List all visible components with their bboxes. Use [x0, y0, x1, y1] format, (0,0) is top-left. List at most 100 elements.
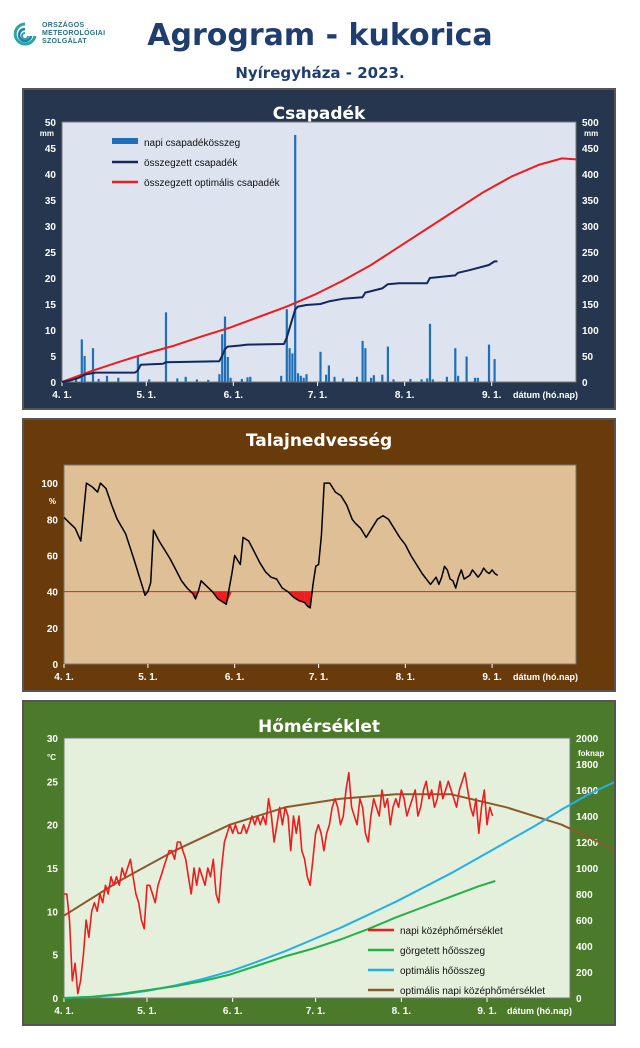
precip-bar — [325, 374, 328, 382]
y-left-unit: % — [49, 497, 56, 506]
y-left-tick-label: 40 — [45, 170, 57, 181]
y-left-tick-label: 45 — [45, 144, 57, 155]
x-tick-label: 4. 1. — [54, 672, 74, 683]
x-tick-label: 7. 1. — [309, 672, 329, 683]
precip-bar — [327, 365, 330, 382]
y-left-tick-label: 30 — [45, 222, 57, 233]
precip-bar — [285, 309, 288, 382]
y-right-tick-label: 350 — [582, 196, 599, 207]
precip-bar — [195, 379, 198, 382]
precip-bar — [386, 346, 389, 382]
precip-bar — [105, 375, 109, 382]
soil-moisture-panel: Talajnedvesség 4. 1. 5. 1. 6. 1. 7. 1. 8. 1. 9… — [22, 418, 616, 692]
omsz-logo: ORSZÁGOS METEOROLÓGIAI SZOLGÁLAT — [10, 18, 120, 54]
page-subtitle: Nyíregyháza - 2023. — [235, 64, 405, 82]
x-tick-label: 8. 1. — [392, 1006, 412, 1017]
precipitation-chart: Csapadék 4. 1. 5. 1. 6. 1. 7. 1. 8. 1. 9. 1. dá… — [40, 104, 599, 401]
y-right-tick-label: 200 — [576, 968, 593, 979]
plot-area — [61, 121, 577, 383]
precip-bar — [207, 379, 210, 382]
x-tick-label: 8. 1. — [396, 672, 416, 683]
cumulative-precip-line — [61, 260, 498, 383]
precipitation-panel: Csapadék 4. 1. 5. 1. 6. 1. 7. 1. 8. 1. 9. 1. dá… — [22, 88, 616, 410]
y-left-tick-label: 100 — [41, 479, 58, 490]
chart-title: Talajnedvesség — [246, 431, 392, 451]
cumulative-optimal-line — [61, 157, 577, 383]
precip-bar — [361, 340, 364, 382]
logo-line-1: ORSZÁGOS — [42, 22, 85, 29]
precip-bar — [299, 375, 302, 382]
y-right-unit: foknap — [578, 749, 604, 758]
deficit-area — [299, 591, 305, 603]
y-left-tick-label: 0 — [52, 994, 58, 1005]
y-left-unit: °C — [47, 753, 56, 762]
y-right-tick-label: 400 — [576, 942, 593, 953]
y-right-tick-label: 1000 — [576, 864, 599, 875]
gdd-cumulative-line — [63, 880, 496, 999]
y-right-tick-label: 150 — [582, 300, 599, 311]
y-right-tick-label: 300 — [582, 222, 599, 233]
logo-line-2: METEOROLÓGIAI — [42, 30, 106, 37]
soil-moisture-chart: Talajnedvesség 4. 1. 5. 1. 6. 1. 7. 1. 8. 1. 9… — [41, 431, 578, 683]
y-right-tick-label: 250 — [582, 248, 599, 259]
x-tick-label: 5. 1. — [137, 390, 157, 401]
precip-bar — [341, 378, 345, 382]
precip-bar — [473, 377, 477, 382]
precip-bar — [246, 377, 249, 382]
precip-bar — [319, 351, 322, 382]
x-tick-label: 5. 1. — [137, 1006, 157, 1017]
y-left-tick-label: 5 — [52, 951, 58, 962]
y-left-tick-label: 10 — [45, 326, 57, 337]
x-tick-label: 7. 1. — [306, 1006, 326, 1017]
y-right-tick-label: 800 — [576, 890, 593, 901]
plot-area — [63, 464, 577, 665]
precip-bar — [91, 348, 95, 382]
precip-bar — [487, 344, 491, 382]
chart-title: Hőmérséklet — [258, 717, 380, 737]
y-left-tick-label: 20 — [47, 821, 59, 832]
plot-area — [63, 737, 571, 999]
temperature-panel: Hőmérséklet 4. 1. 5. 1. 6. 1. 7. 1. 8. 1. 9. 1… — [22, 700, 616, 1026]
precip-bar — [465, 356, 468, 382]
precip-bar — [97, 378, 100, 382]
precip-bar — [381, 374, 384, 382]
x-tick-label: 9. 1. — [482, 390, 502, 401]
deficit-area — [223, 591, 227, 605]
y-right-tick-label: 0 — [582, 378, 588, 389]
precip-bar — [229, 377, 232, 382]
precip-bar — [288, 348, 291, 382]
precip-bar — [409, 378, 412, 382]
precip-bar — [176, 378, 179, 382]
page-title: Agrogram - kukorica — [147, 18, 493, 53]
y-left-tick-label: 15 — [47, 864, 59, 875]
y-right-tick-label: 200 — [582, 274, 599, 285]
legend-entry: napi középhőmérséklet — [400, 926, 503, 937]
precip-bar — [249, 376, 252, 382]
precip-bar — [431, 379, 434, 382]
x-tick-label: 8. 1. — [395, 390, 415, 401]
precip-bar — [83, 356, 86, 382]
precip-bar — [392, 379, 395, 382]
y-left-tick-label: 10 — [47, 907, 59, 918]
legend-entry: optimális hőösszeg — [400, 966, 485, 977]
precip-bar — [426, 378, 429, 382]
optimal-daily-mean-line — [63, 793, 614, 917]
logo-line-3: SZOLGÁLAT — [42, 38, 87, 45]
precip-bar — [355, 376, 359, 382]
x-axis-label: dátum (hó.nap) — [507, 1006, 572, 1016]
x-tick-label: 7. 1. — [308, 390, 328, 401]
chart-title: Csapadék — [273, 104, 366, 124]
y-right-tick-label: 100 — [582, 326, 599, 337]
y-right-tick-label: 1600 — [576, 786, 599, 797]
y-left-tick-label: 80 — [47, 515, 59, 526]
y-left-tick-label: 20 — [45, 274, 57, 285]
y-left-tick-label: 40 — [47, 588, 59, 599]
y-left-tick-label: 5 — [50, 352, 56, 363]
x-axis-label: dátum (hó.nap) — [513, 672, 578, 682]
y-right-tick-label: 500 — [582, 118, 599, 129]
y-left-tick-label: 25 — [45, 248, 57, 259]
x-tick-label: 4. 1. — [52, 390, 72, 401]
daily-mean-temp-line — [64, 771, 494, 995]
y-left-tick-label: 15 — [45, 300, 57, 311]
temperature-chart: Hőmérséklet 4. 1. 5. 1. 6. 1. 7. 1. 8. 1. 9. 1… — [47, 717, 614, 1017]
